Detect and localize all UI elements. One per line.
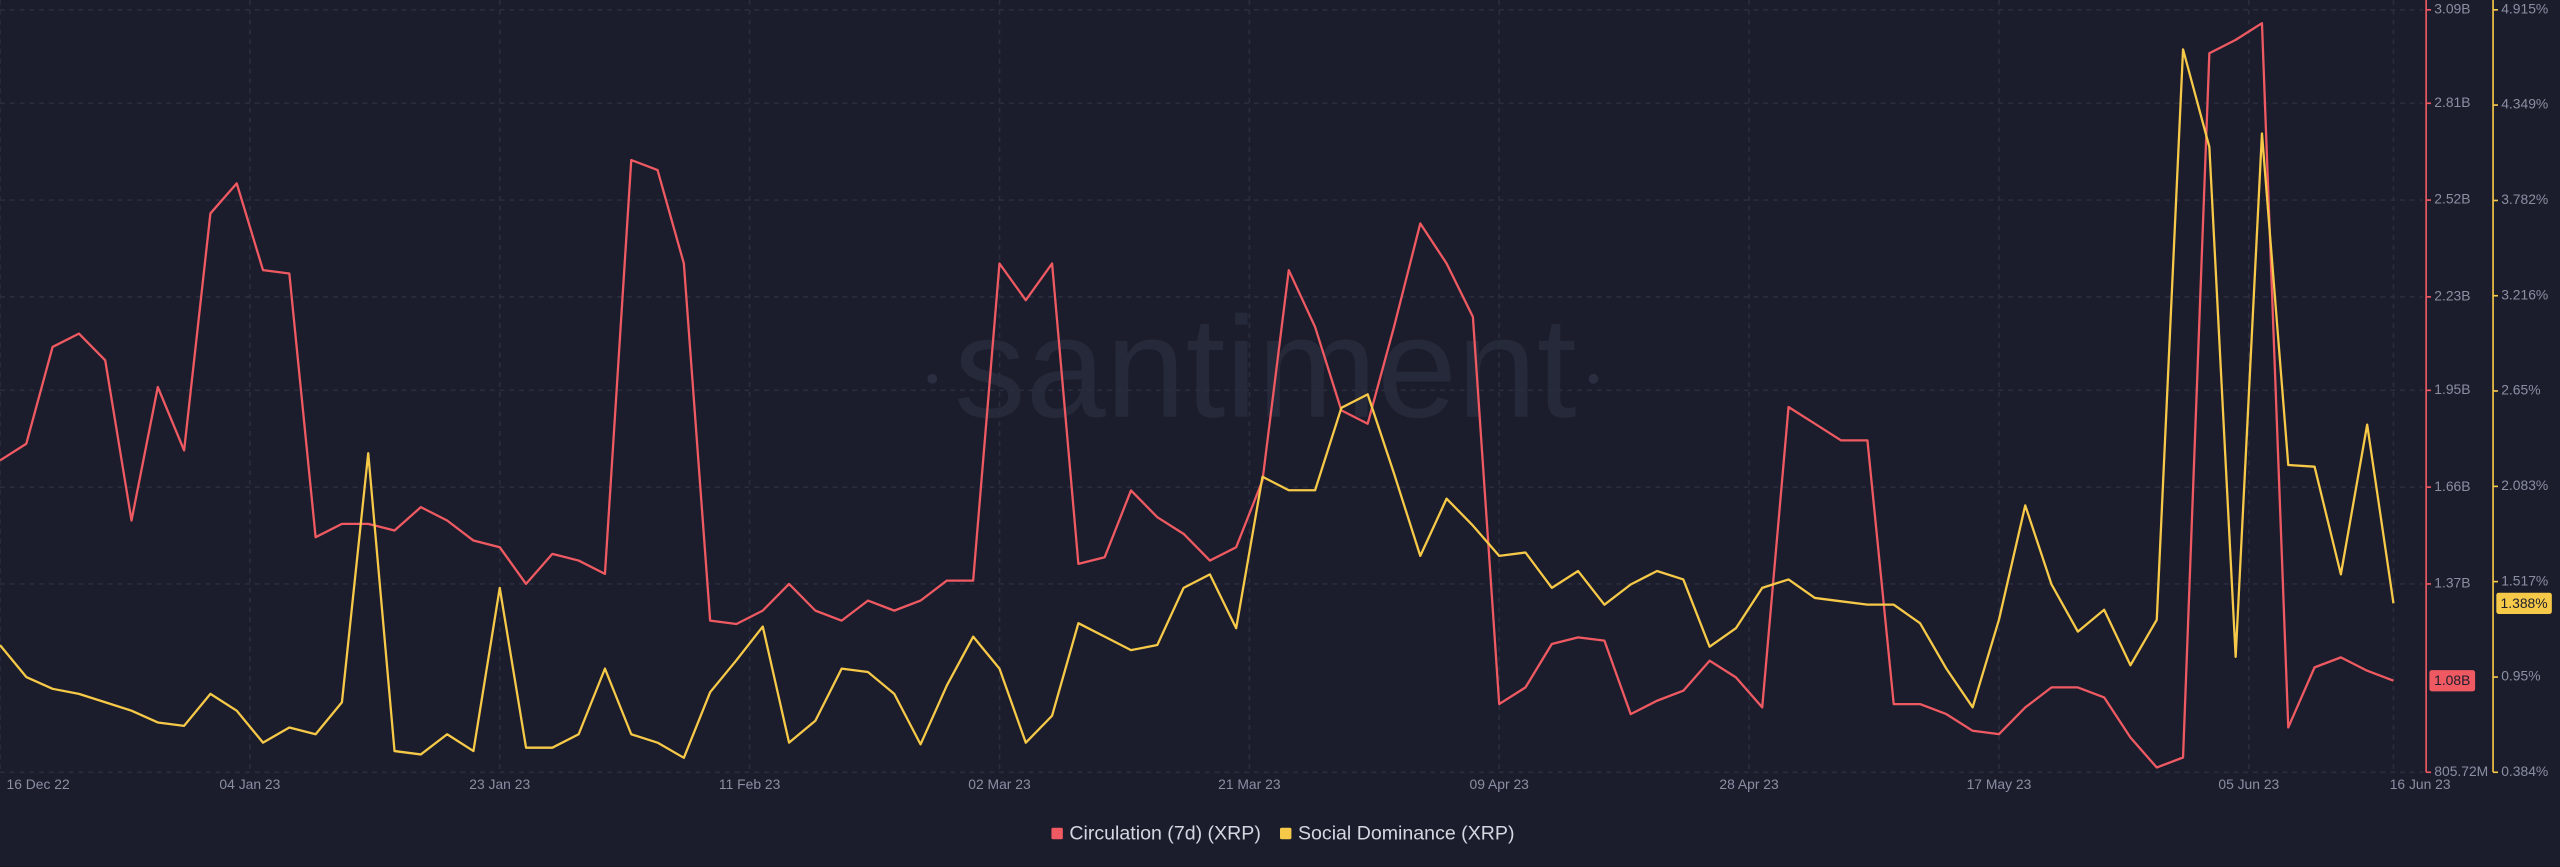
y2-tick-label: 2.65%	[2501, 382, 2540, 398]
x-tick-label: 21 Mar 23	[1218, 776, 1281, 792]
legend-label: Circulation (7d) (XRP)	[1069, 822, 1260, 844]
watermark-group: santiment	[927, 288, 1599, 448]
x-tick-label: 02 Mar 23	[968, 776, 1031, 792]
y-tick-label: 2.23B	[2434, 288, 2470, 304]
y-tick-label: 1.37B	[2434, 575, 2470, 591]
x-tick-label: 23 Jan 23	[469, 776, 530, 792]
x-tick-label: 04 Jan 23	[219, 776, 280, 792]
x-tick-label: 09 Apr 23	[1470, 776, 1530, 792]
y2-tick-label: 3.782%	[2501, 191, 2548, 207]
x-tick-label: 16 Jun 23	[2390, 776, 2451, 792]
y-tick-label: 1.95B	[2434, 381, 2470, 397]
y2-tick-label: 0.384%	[2501, 763, 2548, 779]
y2-tick-label: 3.216%	[2501, 286, 2548, 302]
y-tick-label: 2.52B	[2434, 191, 2470, 207]
y2-tick-label: 1.517%	[2501, 572, 2548, 588]
series-line	[0, 48, 2395, 759]
x-tick-label: 17 May 23	[1967, 776, 2032, 792]
legend-swatch	[1280, 827, 1292, 840]
value-label: 1.388%	[2501, 595, 2548, 611]
x-tick-label: 05 Jun 23	[2218, 776, 2279, 792]
legend-label: Social Dominance (XRP)	[1298, 822, 1515, 844]
y-tick-label: 805.72M	[2434, 763, 2488, 779]
watermark: santiment	[954, 288, 1577, 448]
legend-swatch	[1051, 827, 1063, 840]
y2-tick-label: 4.915%	[2501, 0, 2548, 16]
y2-tick-label: 4.349%	[2501, 96, 2548, 112]
x-tick-label: 16 Dec 22	[7, 776, 70, 792]
x-tick-label: 28 Apr 23	[1719, 776, 1779, 792]
y-tick-label: 2.81B	[2434, 94, 2470, 110]
value-badge	[2429, 670, 2476, 692]
watermark-dot	[927, 373, 938, 384]
x-tick-label: 11 Feb 23	[719, 776, 781, 792]
value-badge	[2496, 592, 2552, 614]
y2-tick-label: 0.95%	[2501, 668, 2540, 684]
series-line	[0, 22, 2394, 769]
y-tick-label: 1.66B	[2434, 478, 2470, 494]
y2-tick-label: 2.083%	[2501, 477, 2548, 493]
watermark-dot	[1588, 373, 1599, 384]
y-tick-label: 3.09B	[2434, 0, 2470, 16]
value-label: 1.08B	[2434, 672, 2470, 688]
